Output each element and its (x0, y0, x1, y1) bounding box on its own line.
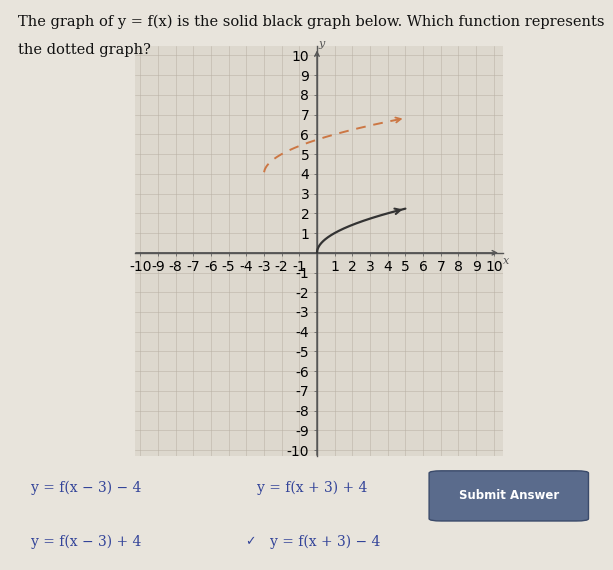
FancyBboxPatch shape (429, 471, 588, 521)
Text: Submit Answer: Submit Answer (459, 490, 559, 502)
Text: y = f(x + 3) − 4: y = f(x + 3) − 4 (270, 534, 380, 549)
Text: The graph of y = f(x) is the solid black graph below. Which function represents: The graph of y = f(x) is the solid black… (18, 14, 605, 28)
Text: ✓: ✓ (245, 535, 256, 548)
Text: the dotted graph?: the dotted graph? (18, 43, 151, 57)
Text: y = f(x − 3) − 4: y = f(x − 3) − 4 (31, 481, 141, 495)
Text: y = f(x − 3) + 4: y = f(x − 3) + 4 (31, 534, 141, 549)
Text: y = f(x + 3) + 4: y = f(x + 3) + 4 (257, 481, 368, 495)
Text: y: y (318, 39, 324, 48)
Text: x: x (503, 256, 509, 266)
